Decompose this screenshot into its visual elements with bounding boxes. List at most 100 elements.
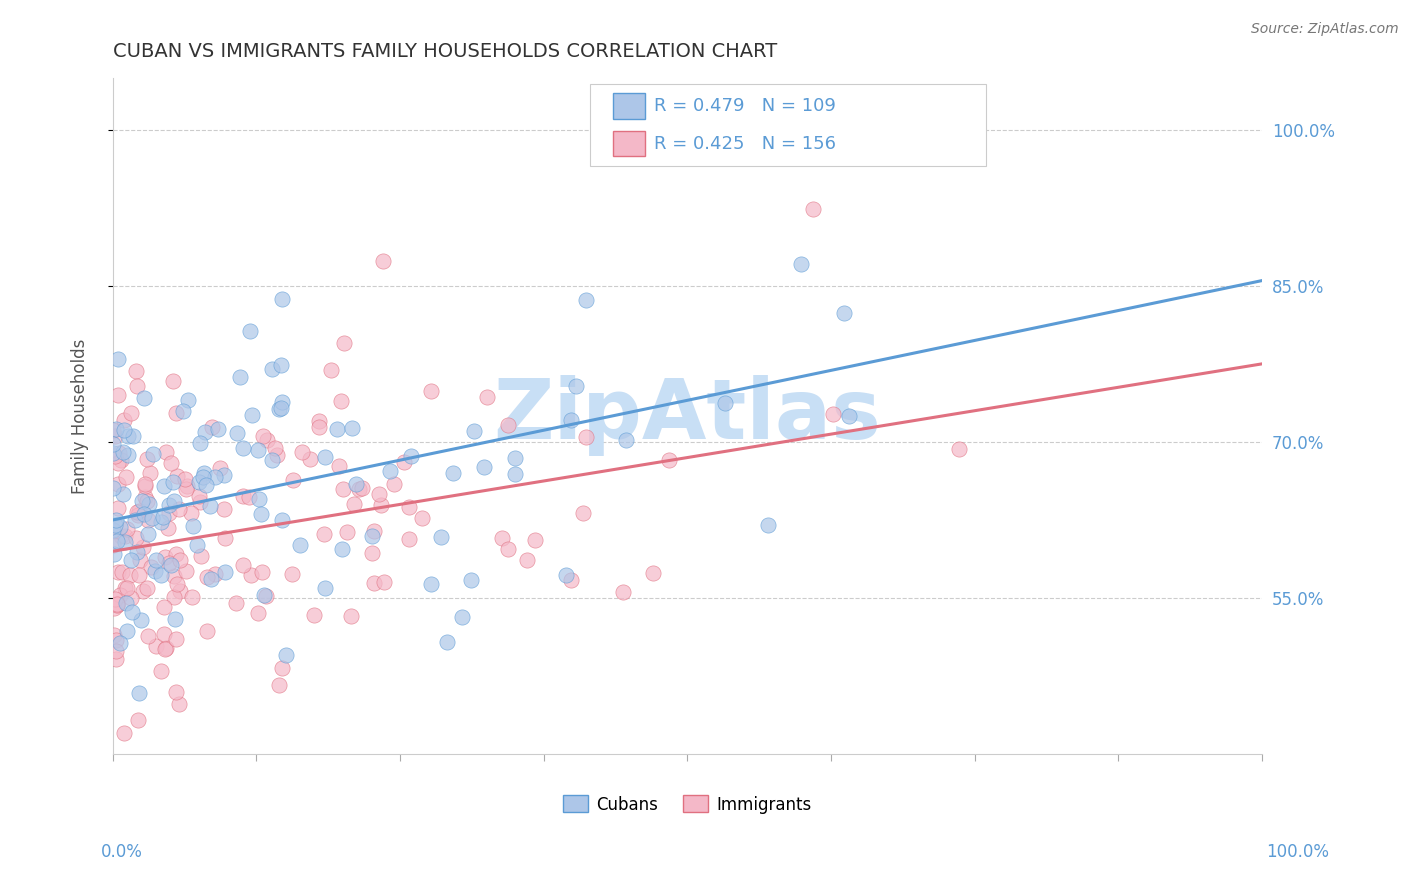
Text: 100.0%: 100.0% [1265, 843, 1329, 861]
Point [132, 391, 155, 405]
Point [256, 433, 278, 447]
Point [524, 533, 547, 547]
Point [190, 549, 212, 563]
Point [177, 393, 200, 408]
Point [163, 590, 186, 604]
Point [363, 524, 385, 538]
Point [214, 531, 236, 545]
Point [134, 479, 156, 493]
Point [115, 469, 138, 483]
Point [155, 444, 177, 458]
Point [169, 553, 191, 567]
Point [101, 538, 124, 552]
Point [112, 726, 135, 740]
Point [360, 546, 382, 560]
Point [120, 553, 142, 567]
Point [436, 634, 458, 648]
Point [195, 624, 218, 638]
Point [266, 448, 288, 462]
Point [122, 428, 145, 442]
Point [373, 254, 395, 268]
Point [574, 430, 596, 444]
Point [149, 516, 172, 530]
Point [330, 542, 353, 557]
Point [496, 542, 519, 557]
Point [107, 456, 129, 470]
Point [270, 401, 292, 416]
Point [157, 498, 180, 512]
Point [204, 566, 226, 581]
Point [350, 481, 373, 495]
Point [121, 605, 143, 619]
Point [347, 482, 370, 496]
Point [136, 513, 159, 527]
Point [108, 589, 131, 603]
Point [240, 568, 263, 582]
Point [193, 466, 215, 480]
Point [187, 489, 209, 503]
Point [505, 451, 527, 466]
Point [463, 425, 485, 439]
Point [111, 487, 134, 501]
Point [756, 517, 779, 532]
Point [165, 406, 187, 420]
Text: Source: ZipAtlas.com: Source: ZipAtlas.com [1251, 22, 1399, 37]
Point [103, 547, 125, 561]
Point [129, 613, 152, 627]
Point [104, 428, 127, 442]
Point [344, 477, 367, 491]
Point [165, 632, 187, 646]
Point [564, 378, 586, 392]
Point [201, 419, 224, 434]
Point [232, 489, 254, 503]
Point [238, 490, 260, 504]
Point [472, 460, 495, 475]
Bar [613, 94, 645, 120]
Point [105, 513, 128, 527]
Point [134, 507, 156, 521]
Point [254, 589, 277, 603]
Point [419, 576, 441, 591]
Point [115, 624, 138, 638]
Point [104, 518, 127, 533]
Point [114, 582, 136, 596]
Point [125, 505, 148, 519]
Point [107, 477, 129, 491]
Text: ZipAtlas: ZipAtlas [494, 376, 882, 457]
Point [152, 479, 174, 493]
Point [105, 534, 128, 549]
Point [441, 466, 464, 480]
Point [325, 422, 347, 436]
Point [125, 531, 148, 545]
Point [174, 472, 197, 486]
Point [360, 529, 382, 543]
Point [127, 508, 149, 522]
Point [104, 422, 127, 436]
Point [363, 576, 385, 591]
Point [165, 685, 187, 699]
Point [103, 628, 125, 642]
Point [124, 513, 146, 527]
Point [270, 395, 292, 409]
Point [165, 612, 187, 626]
Point [319, 363, 342, 377]
Point [948, 442, 970, 456]
Point [188, 494, 211, 508]
Point [166, 576, 188, 591]
Text: R = 0.425   N = 156: R = 0.425 N = 156 [654, 135, 837, 153]
Point [658, 453, 681, 467]
Point [270, 358, 292, 372]
Bar [613, 131, 645, 156]
Text: 0.0%: 0.0% [101, 843, 143, 861]
Point [162, 374, 184, 388]
Point [560, 413, 582, 427]
Point [127, 545, 149, 559]
Point [516, 553, 538, 567]
Point [308, 419, 330, 434]
Point [108, 636, 131, 650]
Point [367, 487, 389, 501]
Point [269, 402, 291, 417]
Point [207, 422, 229, 436]
Point [838, 409, 860, 423]
Point [821, 407, 844, 421]
